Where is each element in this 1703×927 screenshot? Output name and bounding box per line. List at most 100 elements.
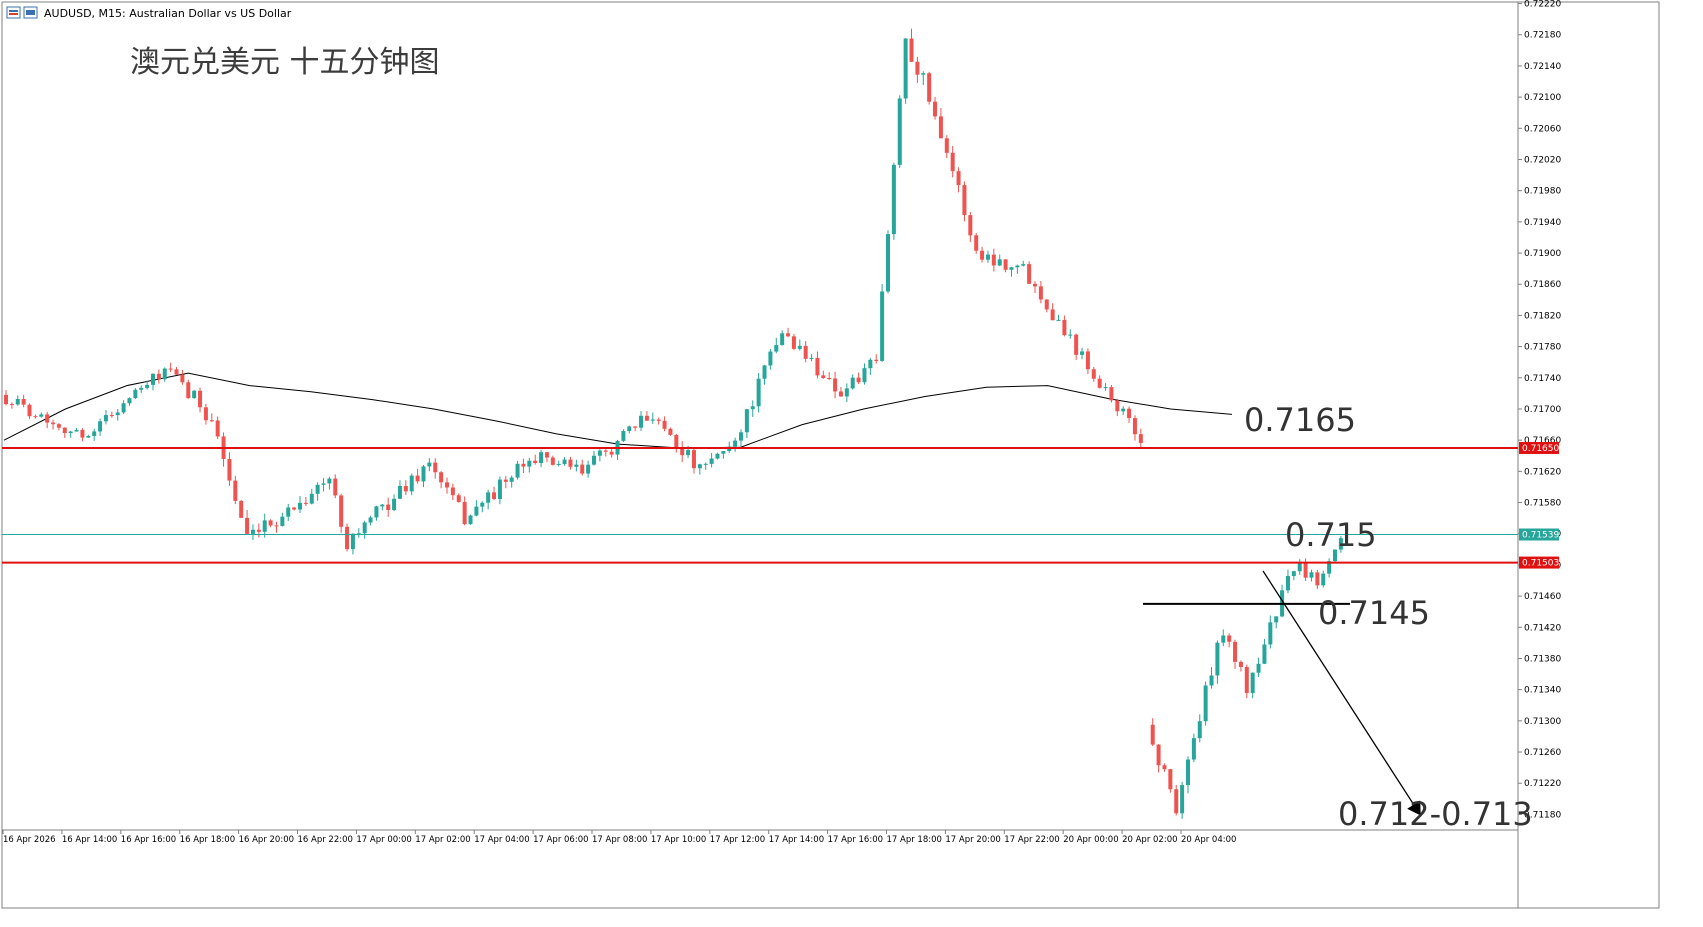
bear-candle bbox=[1156, 744, 1161, 766]
price-tags-layer: 0.71650 0.71539 0.71503 bbox=[1519, 441, 1559, 569]
bull-candle bbox=[539, 452, 544, 463]
bull-candle bbox=[768, 351, 773, 366]
price-tick-label: 0.71380 bbox=[1524, 654, 1561, 664]
bear-candle bbox=[1085, 351, 1090, 370]
price-tick-label: 0.72060 bbox=[1524, 124, 1561, 134]
bull-candle bbox=[1080, 351, 1085, 355]
bull-candle bbox=[1209, 675, 1214, 686]
bull-candle bbox=[597, 450, 602, 456]
time-tick-label: 17 Apr 20:00 bbox=[945, 835, 1000, 845]
bull-candle bbox=[1186, 759, 1190, 786]
chart-header: AUDUSD, M15: Australian Dollar vs US Dol… bbox=[6, 6, 292, 20]
bull-candle bbox=[497, 479, 502, 500]
levels-layer bbox=[2, 446, 1518, 816]
time-tick-label: 17 Apr 00:00 bbox=[356, 835, 411, 845]
price-tick-label: 0.71420 bbox=[1524, 623, 1561, 633]
bull-candle bbox=[809, 357, 814, 359]
bull-candle bbox=[374, 506, 379, 518]
bear-candle bbox=[856, 377, 861, 383]
bull-candle bbox=[321, 483, 326, 485]
bull-candle bbox=[315, 484, 320, 494]
time-tick-label: 16 Apr 14:00 bbox=[62, 835, 117, 845]
bear-candle bbox=[256, 529, 261, 532]
bull-candle bbox=[362, 522, 367, 534]
bear-candle bbox=[1162, 765, 1167, 770]
time-tick-label: 17 Apr 12:00 bbox=[710, 835, 765, 845]
bull-candle bbox=[474, 506, 479, 516]
time-tick-label: 16 Apr 18:00 bbox=[180, 835, 235, 845]
bear-candle bbox=[51, 422, 56, 425]
time-tick-label: 17 Apr 22:00 bbox=[1004, 835, 1059, 845]
bear-candle bbox=[833, 378, 838, 392]
bear-candle bbox=[633, 426, 638, 428]
bull-candle bbox=[280, 516, 285, 526]
bear-candle bbox=[533, 460, 538, 463]
bear-candle bbox=[56, 424, 61, 428]
bear-candle bbox=[674, 434, 679, 448]
bull-candle bbox=[421, 466, 426, 482]
bull-candle bbox=[309, 493, 314, 504]
bull-candle bbox=[1021, 264, 1026, 266]
price-tick-label: 0.71580 bbox=[1524, 499, 1561, 509]
bear-candle bbox=[668, 428, 673, 435]
bull-candle bbox=[39, 414, 44, 417]
bull-candle bbox=[985, 254, 990, 260]
bear-candle bbox=[345, 526, 350, 550]
bull-candle bbox=[733, 440, 738, 447]
bull-candle bbox=[145, 384, 150, 388]
bear-candle bbox=[433, 462, 438, 473]
bear-candle bbox=[1097, 378, 1102, 388]
bull-candle bbox=[509, 477, 514, 482]
bull-candle bbox=[1297, 563, 1302, 572]
bear-candle bbox=[915, 61, 920, 75]
bull-candle bbox=[1015, 265, 1020, 268]
bear-candle bbox=[239, 500, 244, 518]
bear-candle bbox=[33, 416, 38, 418]
bull-candle bbox=[562, 459, 567, 464]
bull-candle bbox=[327, 478, 332, 484]
bull-candle bbox=[74, 429, 79, 432]
bull-candle bbox=[621, 431, 626, 441]
bear-candle bbox=[245, 517, 250, 534]
bear-candle bbox=[609, 451, 614, 455]
bull-candle bbox=[298, 502, 302, 510]
bear-candle bbox=[186, 382, 191, 399]
price-tick-label: 0.71220 bbox=[1524, 779, 1561, 789]
bear-candle bbox=[1233, 641, 1238, 662]
bull-candle bbox=[903, 38, 908, 99]
bull-candle bbox=[68, 431, 73, 434]
bull-candle bbox=[1274, 616, 1279, 623]
bull-candle bbox=[721, 451, 726, 454]
bull-candle bbox=[997, 259, 1002, 266]
bull-candle bbox=[850, 377, 855, 389]
bear-candle bbox=[944, 138, 949, 153]
bear-candle bbox=[1132, 418, 1137, 435]
price-tick-label: 0.72020 bbox=[1524, 155, 1561, 165]
bear-candle bbox=[292, 507, 297, 510]
bull-candle bbox=[92, 431, 97, 437]
bull-candle bbox=[1256, 663, 1261, 673]
bear-candle bbox=[1244, 666, 1249, 693]
bull-candle bbox=[1191, 738, 1196, 760]
bear-candle bbox=[268, 520, 273, 526]
bull-candle bbox=[639, 415, 644, 428]
time-tick-label: 17 Apr 16:00 bbox=[828, 835, 883, 845]
bull-candle bbox=[844, 388, 849, 397]
bull-candle bbox=[350, 533, 355, 550]
symbol-icon[interactable] bbox=[6, 6, 21, 19]
price-tick-label: 0.71660 bbox=[1524, 436, 1561, 446]
bear-candle bbox=[1138, 434, 1143, 444]
bear-candle bbox=[521, 463, 526, 467]
bear-candle bbox=[1027, 264, 1032, 284]
bull-candle bbox=[286, 507, 291, 517]
price-tick-label: 0.72100 bbox=[1524, 93, 1561, 103]
bear-candle bbox=[45, 414, 50, 423]
bear-candle bbox=[180, 374, 185, 383]
bull-candle bbox=[862, 368, 867, 383]
bull-candle bbox=[380, 504, 385, 507]
annotation-target: 0.712-0.713 bbox=[1338, 795, 1533, 833]
bear-candle bbox=[456, 495, 461, 502]
bull-candle bbox=[103, 415, 108, 422]
